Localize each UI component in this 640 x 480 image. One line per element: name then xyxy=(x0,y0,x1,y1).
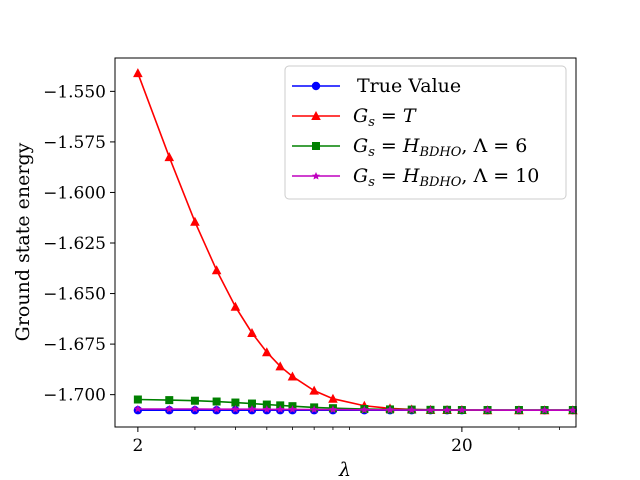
y-tick-label-6: −1.700 xyxy=(43,386,106,406)
y-axis-label: Ground state energy xyxy=(12,142,34,341)
series-2-point-3 xyxy=(212,397,221,406)
series-1-point-7 xyxy=(275,361,286,371)
series-2-point-1 xyxy=(165,396,174,405)
series-3-point-1 xyxy=(165,404,174,413)
series-2-point-4 xyxy=(231,398,240,407)
series-1-point-0 xyxy=(133,68,143,78)
series-2-point-5 xyxy=(247,399,256,408)
legend-marker-gs-bdho-10 xyxy=(312,172,320,180)
series-3-point-11 xyxy=(360,405,369,414)
x-tick-label-0: 2 xyxy=(132,436,143,456)
series-1-point-5 xyxy=(247,327,257,337)
series-1-point-3 xyxy=(211,265,222,275)
plot-frame xyxy=(114,57,577,428)
y-tick-label-3: −1.625 xyxy=(43,234,106,254)
series-3-point-2 xyxy=(190,404,199,413)
series-3-point-5 xyxy=(247,405,256,413)
series-2-point-0 xyxy=(133,395,142,404)
y-tick-label-4: −1.650 xyxy=(43,285,106,305)
series-1-point-9 xyxy=(309,385,319,395)
series-2-point-6 xyxy=(262,400,271,409)
series-3-point-8 xyxy=(288,405,297,413)
series-1-point-2 xyxy=(190,216,200,226)
series-3-point-13 xyxy=(407,405,416,414)
series-3-point-17 xyxy=(483,405,492,414)
series-3-point-3 xyxy=(212,405,221,413)
legend-marker-gs-t xyxy=(311,111,321,120)
series-3-point-4 xyxy=(231,405,240,413)
series-3-point-7 xyxy=(276,405,285,413)
legend: True Value Gs = T Gs = HBDHO, Λ = 6 Gs =… xyxy=(284,65,567,200)
series-3-point-12 xyxy=(386,405,394,414)
series-3-point-6 xyxy=(262,405,271,413)
y-tick-label-2: −1.600 xyxy=(43,183,106,203)
x-axis-label: λ xyxy=(338,459,351,480)
series-3-point-16 xyxy=(457,405,466,414)
x-tick-label-1: 20 xyxy=(451,436,473,456)
series-2-point-2 xyxy=(190,396,199,405)
series-layer xyxy=(133,68,578,415)
series-3-point-10 xyxy=(328,405,337,414)
legend-box xyxy=(284,65,567,200)
series-3-point-9 xyxy=(310,405,319,414)
series-3-point-19 xyxy=(540,406,549,414)
series-3-point-14 xyxy=(426,405,435,414)
series-3-point-0 xyxy=(133,404,142,413)
series-1-point-10 xyxy=(328,393,338,403)
legend-marker-true-value xyxy=(311,81,321,91)
legend-label-gs-t: Gs = T xyxy=(353,105,417,130)
series-3-point-18 xyxy=(514,406,523,414)
legend-label-true-value: True Value xyxy=(357,75,461,97)
series-1-point-8 xyxy=(287,371,298,381)
y-tick-label-0: −1.550 xyxy=(43,82,106,102)
y-tick-label-1: −1.575 xyxy=(43,133,106,153)
series-1-point-4 xyxy=(230,301,241,311)
y-tick-label-5: −1.675 xyxy=(43,335,106,355)
legend-marker-gs-bdho-6 xyxy=(312,142,320,150)
series-1-point-6 xyxy=(262,347,272,357)
series-3-point-15 xyxy=(443,405,452,414)
ticks-layer: −1.550 −1.575 −1.600 −1.625 −1.650 −1.675 −1.7… xyxy=(43,82,560,456)
series-1-point-1 xyxy=(164,152,175,162)
series-3-point-20 xyxy=(568,406,577,414)
legend-label-gs-bdho-6: Gs = HBDHO, Λ = 6 xyxy=(353,135,527,160)
